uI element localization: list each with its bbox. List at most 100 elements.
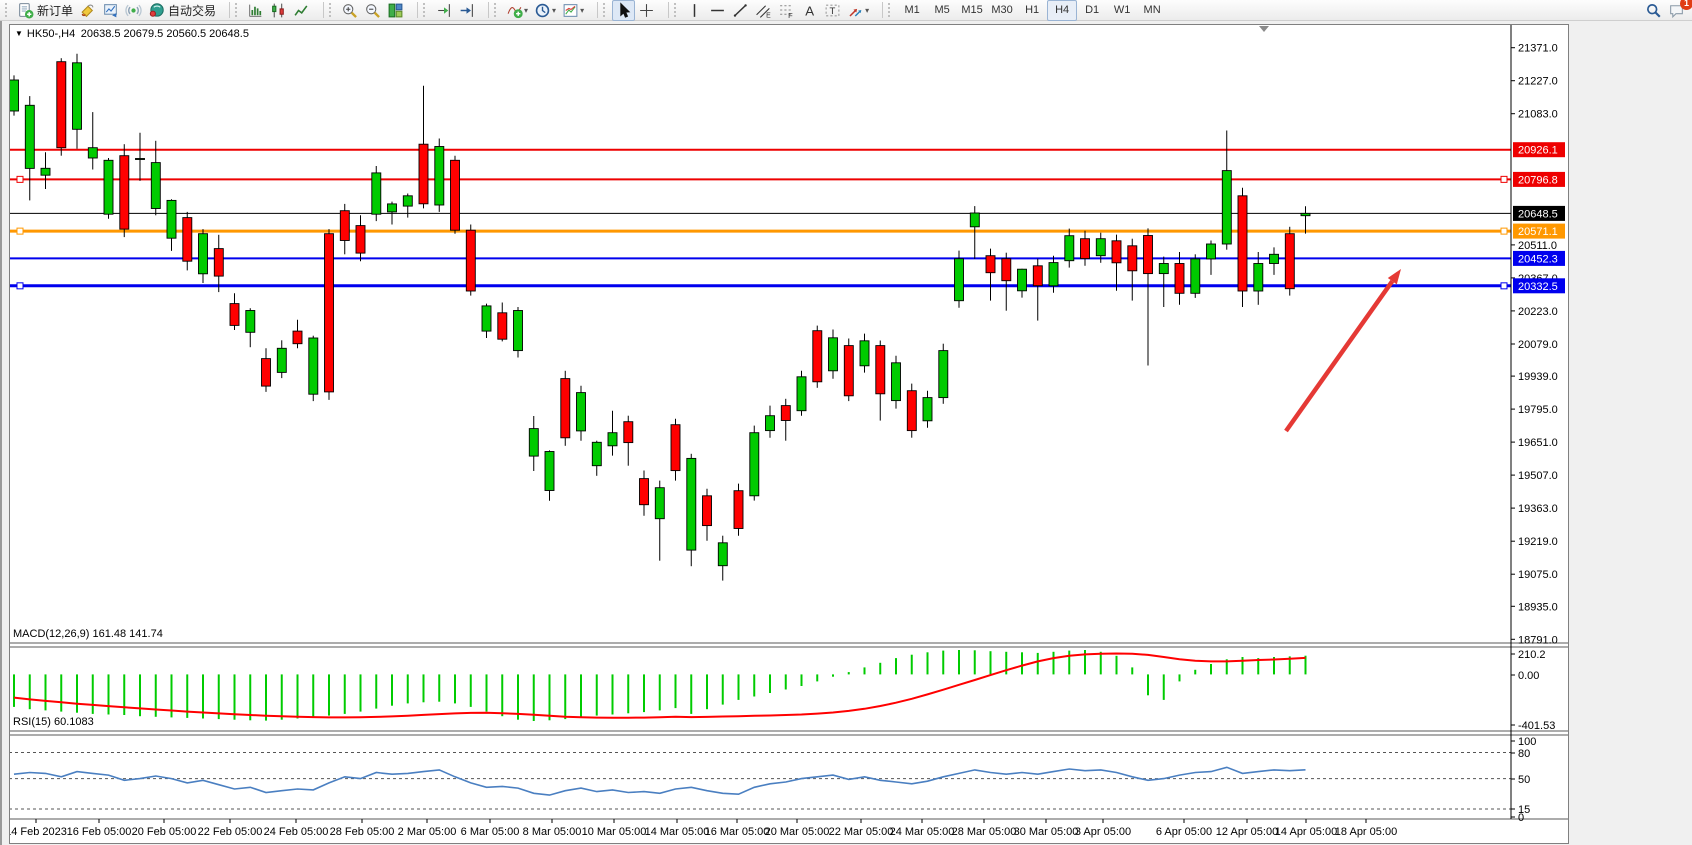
crosshair-button[interactable]: [635, 0, 658, 21]
cursor-icon: [615, 1, 632, 19]
cursor-button[interactable]: [612, 0, 636, 21]
price-line-20796.8[interactable]: [9, 175, 1511, 183]
candle-chart-icon: [270, 2, 287, 19]
toolbar-grip[interactable]: [494, 3, 499, 17]
svg-text:20452.3: 20452.3: [1518, 253, 1558, 265]
chevron-down-icon[interactable]: ▼: [15, 29, 23, 38]
shapes-button[interactable]: ▾: [844, 0, 872, 21]
indicators-button[interactable]: ▾: [503, 0, 531, 21]
hline-button[interactable]: [706, 0, 729, 21]
svg-text:2 Mar 05:00: 2 Mar 05:00: [398, 826, 457, 838]
trendline-icon: [732, 2, 749, 19]
profiles-button[interactable]: [99, 0, 122, 21]
svg-text:80: 80: [1518, 748, 1530, 760]
svg-text:21227.0: 21227.0: [1518, 76, 1558, 88]
timeframe-H4-button[interactable]: H4: [1047, 0, 1078, 21]
template-icon: [562, 2, 579, 19]
vline-icon: [686, 2, 703, 19]
svg-text:10 Mar 05:00: 10 Mar 05:00: [582, 826, 647, 838]
svg-text:14 Mar 05:00: 14 Mar 05:00: [645, 826, 710, 838]
svg-text:8 Mar 05:00: 8 Mar 05:00: [523, 826, 582, 838]
chart-window[interactable]: 21371.021227.021083.020511.020367.020223…: [5, 24, 1569, 845]
timeframe-MN-button[interactable]: MN: [1143, 4, 1161, 16]
autoscroll-button[interactable]: [455, 0, 478, 21]
trendline-button[interactable]: [729, 0, 752, 21]
search-icon: [1645, 2, 1662, 19]
svg-text:19219.0: 19219.0: [1518, 536, 1558, 548]
svg-text:20648.5: 20648.5: [1518, 208, 1558, 220]
chart-canvas[interactable]: 21371.021227.021083.020511.020367.020223…: [5, 24, 1569, 845]
chat-button[interactable]: 1: [1665, 0, 1692, 21]
bucket-button[interactable]: [76, 0, 99, 21]
svg-text:T: T: [830, 6, 836, 17]
timeframe-M30-button[interactable]: M30: [991, 4, 1013, 16]
toolbar-button-label: 新订单: [37, 3, 74, 18]
pane-splitter[interactable]: [9, 642, 1569, 648]
notification-badge: 1: [1680, 0, 1692, 10]
toolbar-grip[interactable]: [888, 3, 893, 17]
svg-text:19075.0: 19075.0: [1518, 569, 1558, 581]
svg-text:18 Apr 05:00: 18 Apr 05:00: [1335, 826, 1397, 838]
search-button[interactable]: [1642, 0, 1665, 21]
toolbar-grip[interactable]: [329, 3, 334, 17]
toolbar-grip[interactable]: [423, 3, 428, 17]
svg-text:24 Mar 05:00: 24 Mar 05:00: [890, 826, 955, 838]
new-order-button[interactable]: 新订单: [14, 0, 76, 21]
price-label-20571.1: 20571.1: [1513, 223, 1565, 239]
zoom-out-icon: [364, 2, 381, 19]
bar-chart-button[interactable]: [244, 0, 267, 21]
line-chart-button[interactable]: [290, 0, 313, 21]
channel-icon: E: [755, 2, 772, 19]
price-label-20796.8: 20796.8: [1513, 171, 1565, 187]
svg-text:14 Apr 05:00: 14 Apr 05:00: [1275, 826, 1337, 838]
candle-chart-button[interactable]: [267, 0, 290, 21]
svg-text:30 Mar 05:00: 30 Mar 05:00: [1014, 826, 1079, 838]
text-button[interactable]: A: [798, 0, 821, 21]
fibo-button[interactable]: F: [775, 0, 798, 21]
autoscroll-icon: [458, 2, 475, 19]
toolbar-grip[interactable]: [5, 3, 10, 17]
template-button[interactable]: ▾: [559, 0, 587, 21]
svg-text:24 Feb 05:00: 24 Feb 05:00: [264, 826, 329, 838]
macd-indicator-label: MACD(12,26,9) 161.48 141.74: [13, 628, 163, 640]
vline-button[interactable]: [683, 0, 706, 21]
rsi-pane: [9, 752, 1511, 810]
timeframe-M5-button[interactable]: M5: [934, 4, 950, 16]
zoom-in-button[interactable]: [338, 0, 361, 21]
toolbar-grip[interactable]: [235, 3, 240, 17]
tile-windows-button[interactable]: [384, 0, 407, 21]
autotrade-button[interactable]: 自动交易: [145, 0, 219, 21]
macd-pane: [13, 650, 1307, 721]
toolbar-grip[interactable]: [603, 3, 608, 17]
svg-text:22 Mar 05:00: 22 Mar 05:00: [829, 826, 894, 838]
timeframe-M15-button[interactable]: M15: [961, 4, 983, 16]
chevron-down-icon: ▾: [524, 5, 529, 15]
timeframe-H1-button[interactable]: H1: [1025, 4, 1040, 16]
toolbar-grip[interactable]: [674, 3, 679, 17]
periods-button[interactable]: ▾: [531, 0, 559, 21]
price-label-20926.1: 20926.1: [1513, 142, 1565, 158]
chart-shift-marker[interactable]: [1259, 26, 1269, 32]
svg-text:22 Feb 05:00: 22 Feb 05:00: [198, 826, 263, 838]
pane-splitter[interactable]: [9, 730, 1569, 736]
zoom-out-button[interactable]: [361, 0, 384, 21]
shift-chart-button[interactable]: [432, 0, 455, 21]
svg-text:16 Mar 05:00: 16 Mar 05:00: [705, 826, 770, 838]
svg-text:19363.0: 19363.0: [1518, 503, 1558, 515]
svg-text:15: 15: [1518, 804, 1530, 816]
svg-text:210.2: 210.2: [1518, 649, 1546, 661]
svg-text:20332.5: 20332.5: [1518, 281, 1558, 293]
trend-arrow-annotation[interactable]: [1284, 269, 1401, 433]
broadcast-button[interactable]: [122, 0, 145, 21]
svg-text:20796.8: 20796.8: [1518, 174, 1558, 186]
svg-text:19939.0: 19939.0: [1518, 371, 1558, 383]
svg-text:18935.0: 18935.0: [1518, 601, 1558, 613]
svg-text:19507.0: 19507.0: [1518, 470, 1558, 482]
price-line-20571.1[interactable]: [9, 227, 1511, 235]
timeframe-M1-button[interactable]: M1: [904, 4, 920, 16]
timeframe-D1-button[interactable]: D1: [1085, 4, 1100, 16]
channel-button[interactable]: E: [752, 0, 775, 21]
label-button[interactable]: T: [821, 0, 844, 21]
timeframe-W1-button[interactable]: W1: [1113, 4, 1131, 16]
chart-symbol: HK50-,H4: [26, 28, 76, 40]
